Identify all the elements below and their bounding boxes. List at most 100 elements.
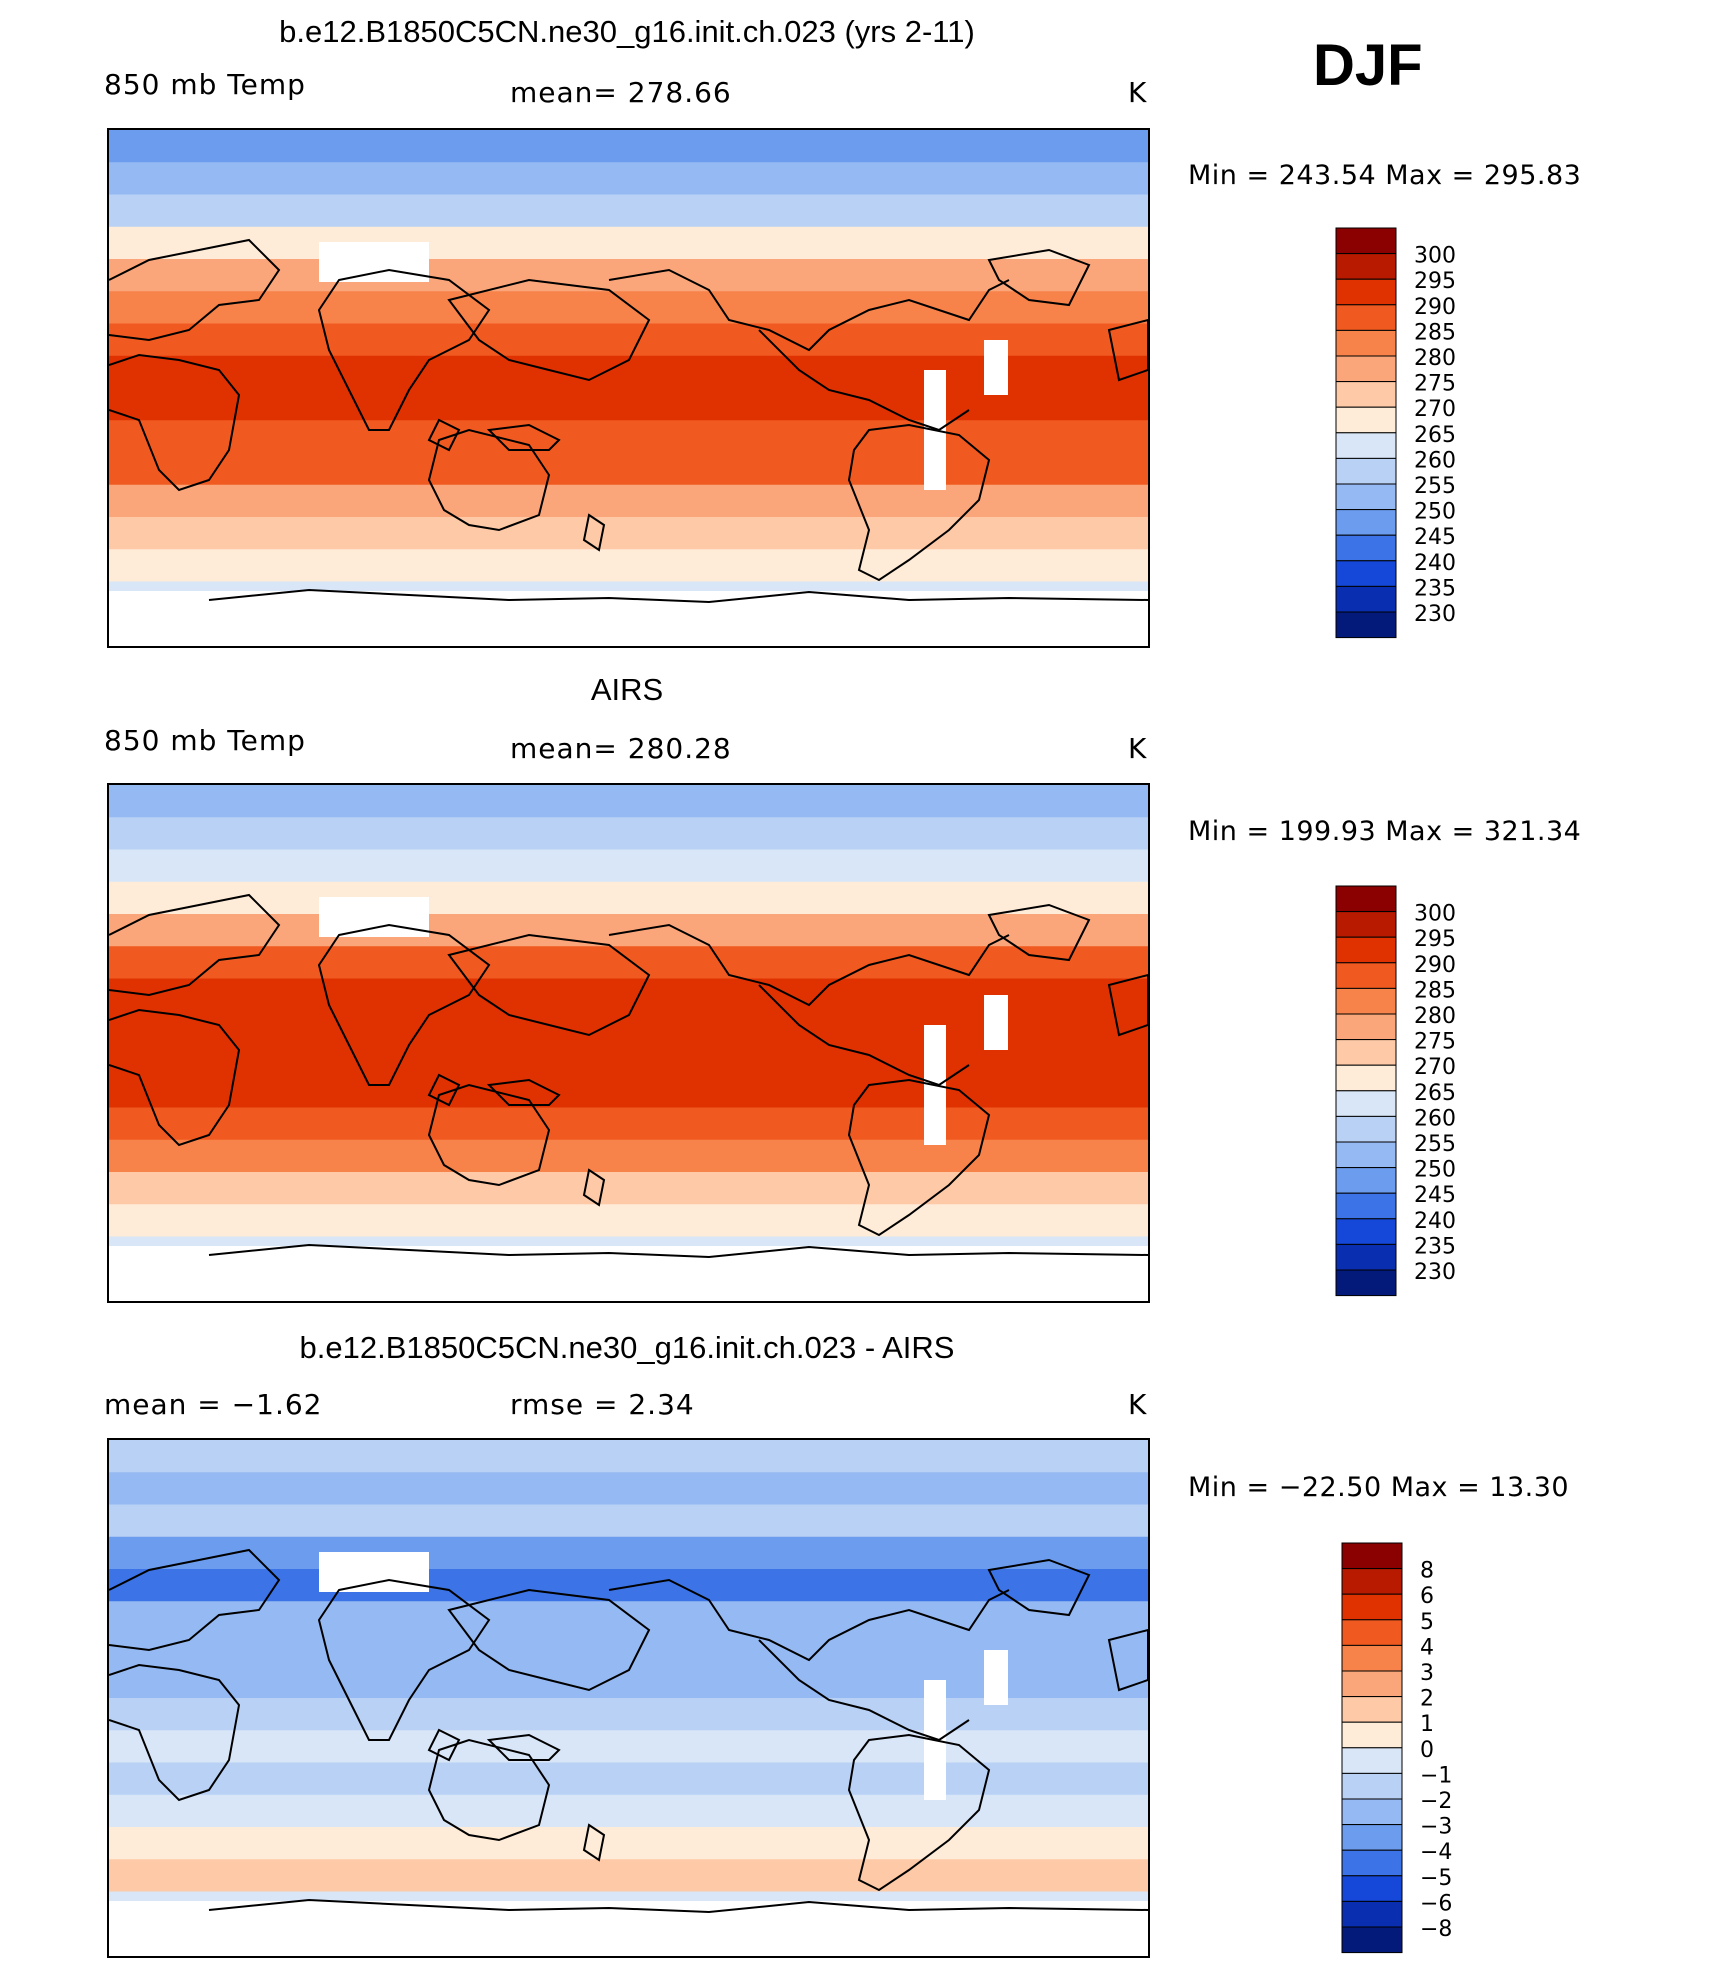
zonal-band xyxy=(109,388,1148,422)
coastline xyxy=(1107,1628,1148,1692)
colorbar-tick-label: 275 xyxy=(1414,372,1456,397)
colorbar-swatch xyxy=(1335,962,1397,989)
colorbar-swatch xyxy=(1335,1167,1397,1194)
colorbar-tick-label: 290 xyxy=(1414,295,1456,320)
coastline xyxy=(987,248,1091,307)
zonal-band xyxy=(109,1762,1148,1796)
zonal-band xyxy=(109,1472,1148,1506)
zonal-band xyxy=(109,1859,1148,1893)
zonal-band xyxy=(109,484,1148,518)
colorbar-swatch xyxy=(1341,1721,1403,1749)
panel3-mean-label: mean = −1.62 xyxy=(104,1388,323,1421)
coastline xyxy=(486,1733,561,1761)
coastline xyxy=(427,1083,551,1187)
colorbar-swatch xyxy=(1335,1064,1397,1092)
colorbar-tick-label: 285 xyxy=(1414,320,1456,345)
zonal-band xyxy=(109,946,1148,980)
panel2-title: AIRS xyxy=(590,672,664,707)
colorbar-tick-label: 2 xyxy=(1420,1687,1434,1712)
zonal-band xyxy=(109,130,1148,164)
colorbar-swatch xyxy=(1341,1670,1403,1698)
coastline xyxy=(608,923,1010,1007)
colorbar-tick-label: 255 xyxy=(1414,1132,1456,1157)
zonal-band xyxy=(109,1633,1148,1667)
coastline xyxy=(582,1823,606,1862)
colorbar-swatch xyxy=(1341,1568,1403,1595)
coastline xyxy=(427,418,461,452)
colorbar-tick-label: −8 xyxy=(1420,1917,1452,1942)
panel1-mean-label: mean= 278.66 xyxy=(510,76,732,109)
zonal-band xyxy=(109,849,1148,883)
missing-data-region xyxy=(319,897,429,937)
zonal-band xyxy=(109,1698,1148,1732)
zonal-band xyxy=(109,420,1148,454)
colorbar-tick-label: 295 xyxy=(1414,927,1456,952)
zonal-band xyxy=(109,226,1148,260)
colorbar-tick-label: 230 xyxy=(1414,602,1456,627)
colorbar-swatch xyxy=(1335,432,1397,459)
coastline xyxy=(427,1728,461,1762)
colorbar-swatch xyxy=(1335,509,1397,536)
colorbar-tick-label: 240 xyxy=(1414,1209,1456,1234)
colorbar-tick-label: 250 xyxy=(1414,1158,1456,1183)
colorbar-swatch xyxy=(1335,355,1397,383)
colorbar-swatch xyxy=(1335,936,1397,964)
colorbar-swatch xyxy=(1341,1875,1403,1902)
colorbar-swatch xyxy=(1335,611,1397,639)
colorbar-tick-label: 270 xyxy=(1414,397,1456,422)
coastline xyxy=(987,1558,1091,1617)
zonal-band xyxy=(109,1075,1148,1109)
colorbar-swatch xyxy=(1341,1772,1403,1800)
colorbar-swatch xyxy=(1335,1013,1397,1041)
zonal-band xyxy=(109,162,1148,196)
missing-data-region xyxy=(319,1552,429,1592)
colorbar-tick-label: 0 xyxy=(1420,1738,1434,1763)
colorbar-tick-label: 260 xyxy=(1414,1106,1456,1131)
zonal-band xyxy=(109,1601,1148,1635)
coastline xyxy=(109,1663,241,1802)
coastline xyxy=(1107,318,1148,382)
coastline xyxy=(317,1578,491,1741)
colorbar-swatch xyxy=(1341,1593,1403,1621)
colorbar-swatch xyxy=(1335,534,1397,562)
coastline xyxy=(1107,973,1148,1037)
colorbar-swatch xyxy=(1341,1619,1403,1646)
colorbar-tick-label: 280 xyxy=(1414,346,1456,371)
colorbar-swatch xyxy=(1335,253,1397,280)
zonal-band xyxy=(109,1107,1148,1141)
colorbar-tick-label: 300 xyxy=(1414,244,1456,269)
colorbar-swatch xyxy=(1335,885,1397,913)
zonal-band xyxy=(109,1504,1148,1538)
colorbar-tick-label: 4 xyxy=(1420,1635,1434,1660)
colorbar-swatch xyxy=(1335,278,1397,306)
missing-data-region xyxy=(109,591,1148,646)
colorbar-tick-label: −2 xyxy=(1420,1789,1452,1814)
colorbar-swatch xyxy=(1335,483,1397,511)
coastline xyxy=(486,423,561,451)
missing-data-region xyxy=(984,995,1008,1050)
panel3-map xyxy=(107,1438,1150,1958)
colorbar-tick-label: 8 xyxy=(1420,1559,1434,1584)
coastline xyxy=(208,588,1148,604)
zonal-band xyxy=(109,1172,1148,1206)
missing-data-region xyxy=(984,340,1008,395)
zonal-band xyxy=(109,291,1148,325)
coastline xyxy=(847,1733,991,1892)
colorbar-tick-label: 235 xyxy=(1414,576,1456,601)
panel2-map xyxy=(107,783,1150,1303)
zonal-band xyxy=(109,517,1148,551)
colorbar-swatch xyxy=(1341,1644,1403,1672)
colorbar-swatch xyxy=(1335,1218,1397,1245)
colorbar-tick-label: −6 xyxy=(1420,1891,1452,1916)
zonal-band xyxy=(109,817,1148,851)
panel1-map xyxy=(107,128,1150,648)
missing-data-region xyxy=(984,1650,1008,1705)
zonal-band xyxy=(109,785,1148,819)
colorbar-swatch xyxy=(1341,1798,1403,1826)
colorbar-tick-label: 250 xyxy=(1414,500,1456,525)
coastline xyxy=(427,1073,461,1107)
colorbar-swatch xyxy=(1341,1542,1403,1570)
colorbar-tick-label: 285 xyxy=(1414,978,1456,1003)
panel3-title: b.e12.B1850C5CN.ne30_g16.init.ch.023 - A… xyxy=(299,1330,955,1365)
colorbar-swatch xyxy=(1335,1141,1397,1169)
